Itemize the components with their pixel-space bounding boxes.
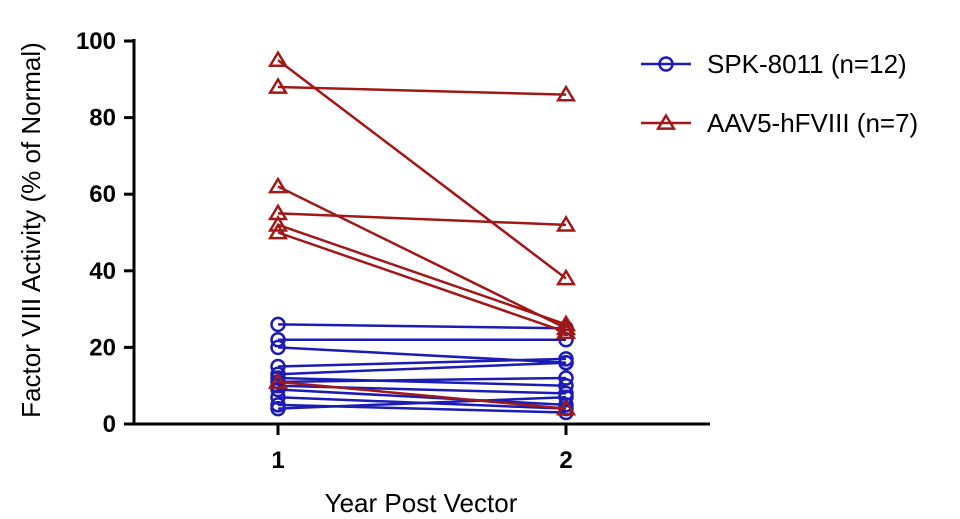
- legend: SPK-8011 (n=12) AAV5-hFVIII (n=7): [641, 49, 918, 138]
- x-axis-title: Year Post Vector: [325, 488, 518, 518]
- data-point: [555, 318, 577, 336]
- data-point: [270, 400, 286, 417]
- data-point: [555, 314, 577, 332]
- subject-line: [277, 59, 567, 280]
- subject-line: [277, 380, 567, 410]
- data-point: [558, 377, 574, 394]
- subject-line: [277, 231, 567, 334]
- subject-line: [277, 376, 567, 387]
- y-axis-title: Factor VIII Activity (% of Normal): [16, 42, 46, 418]
- data-point: [267, 214, 289, 232]
- legend-label: SPK-8011 (n=12): [707, 49, 907, 79]
- data-point: [558, 354, 574, 371]
- x-tick-label: 1: [271, 447, 284, 474]
- subject-line: [277, 223, 567, 326]
- series-spk-8011: [270, 316, 574, 421]
- y-tick-label: 0: [103, 411, 116, 438]
- data-point: [270, 331, 286, 348]
- data-point: [555, 84, 577, 102]
- x-tick-label: 2: [559, 447, 572, 474]
- data-point: [558, 370, 574, 386]
- subject-line: [277, 212, 567, 227]
- data-point: [267, 222, 289, 240]
- legend-label: AAV5-hFVIII (n=7): [707, 108, 918, 138]
- subject-line: [277, 388, 567, 407]
- data-point: [267, 371, 289, 389]
- subject-line: [277, 395, 567, 410]
- data-point: [270, 316, 286, 333]
- subject-line: [277, 85, 567, 96]
- data-point: [555, 214, 577, 232]
- subject-line: [277, 323, 567, 330]
- data-point: [267, 50, 289, 68]
- y-tick-label: 40: [89, 258, 116, 285]
- data-point: [555, 398, 577, 416]
- y-tick-label: 100: [76, 28, 116, 55]
- subject-line: [277, 185, 567, 330]
- data-point: [555, 268, 577, 286]
- subject-line: [277, 357, 567, 368]
- legend-marker: [658, 56, 674, 72]
- subject-line: [277, 361, 567, 376]
- data-point: [270, 389, 286, 405]
- y-tick-label: 20: [89, 334, 116, 361]
- data-point: [267, 77, 289, 94]
- y-tick-label: 80: [89, 105, 116, 132]
- y-tick-label: 60: [89, 181, 116, 208]
- data-point: [270, 339, 286, 356]
- legend-marker: [655, 113, 677, 130]
- series-layer: [267, 50, 577, 421]
- data-point: [555, 322, 577, 339]
- data-point: [558, 389, 574, 405]
- axes-layer: 0 20 40 60 80 100 1 2: [76, 28, 710, 474]
- data-point: [267, 176, 289, 194]
- subject-line: [277, 376, 567, 384]
- series-aav5-hfviii: [267, 50, 577, 416]
